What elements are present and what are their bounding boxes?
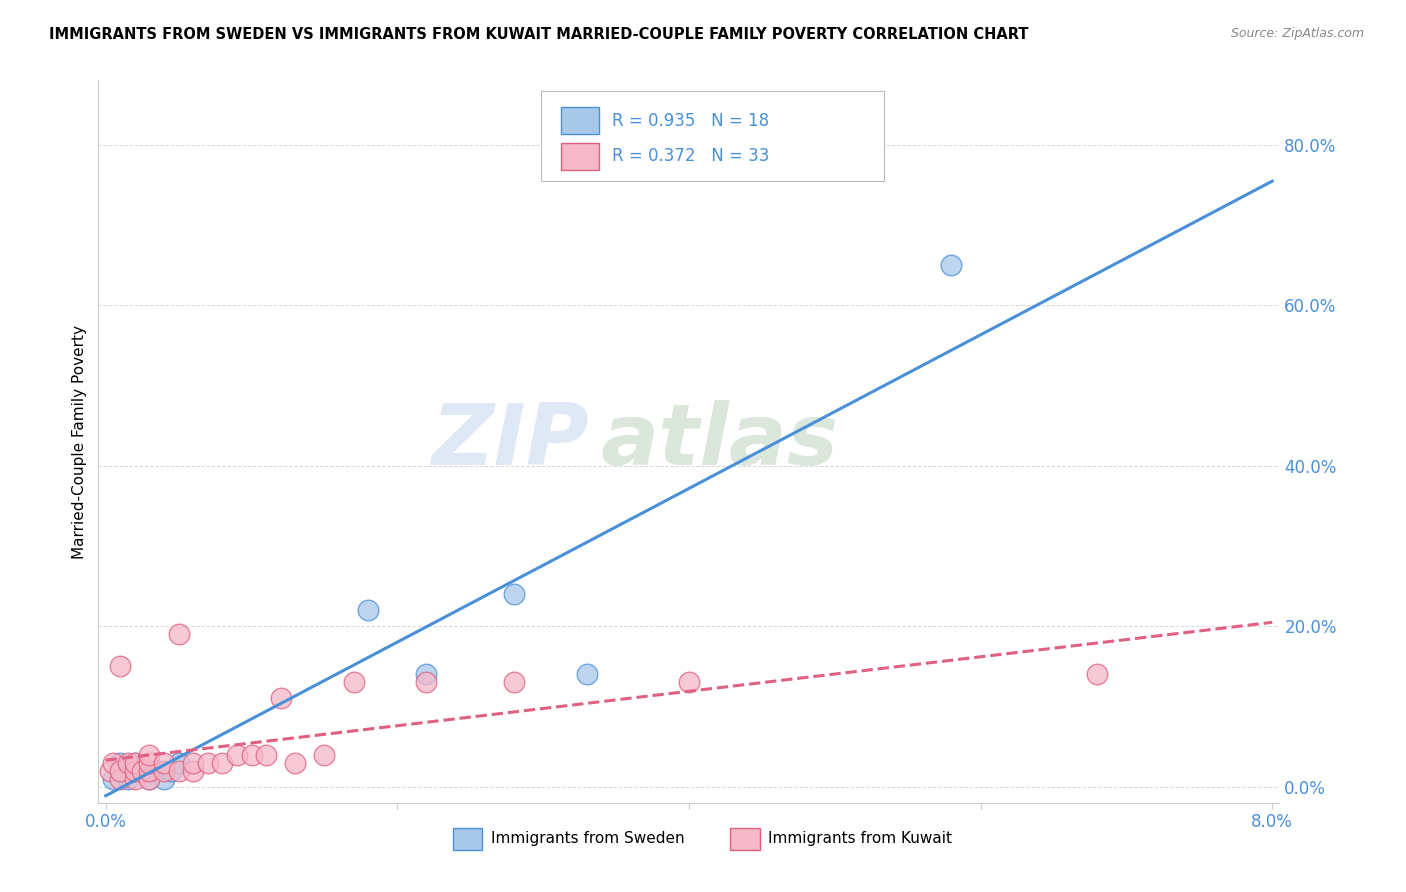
Point (101, 772, 124, 786)
Point (110, 756, 132, 770)
Point (503, 675, 526, 690)
Point (167, 627, 190, 641)
Bar (453, 828, 482, 850)
Text: IMMIGRANTS FROM SWEDEN VS IMMIGRANTS FROM KUWAIT MARRIED-COUPLE FAMILY POVERTY C: IMMIGRANTS FROM SWEDEN VS IMMIGRANTS FRO… (49, 27, 1029, 42)
Point (678, 675, 700, 690)
Point (503, 587, 526, 601)
Point (181, 756, 204, 770)
Text: R = 0.935   N = 18: R = 0.935 N = 18 (612, 112, 769, 129)
Point (138, 764, 160, 778)
Point (110, 764, 132, 778)
Point (1085, 667, 1108, 681)
Text: ZIP: ZIP (430, 400, 589, 483)
Point (138, 756, 160, 770)
FancyBboxPatch shape (541, 91, 884, 181)
Point (167, 756, 190, 770)
Point (110, 764, 132, 778)
Point (117, 772, 139, 786)
Point (101, 756, 124, 770)
Point (124, 764, 146, 778)
Point (575, 667, 598, 681)
Point (124, 756, 146, 770)
Point (110, 659, 132, 673)
Point (226, 747, 249, 762)
Point (314, 747, 336, 762)
Point (138, 764, 160, 778)
Point (357, 603, 380, 617)
Text: Source: ZipAtlas.com: Source: ZipAtlas.com (1230, 27, 1364, 40)
Point (160, 764, 183, 778)
Point (153, 772, 176, 786)
Point (153, 756, 176, 770)
Point (124, 764, 146, 778)
Point (254, 747, 277, 762)
Point (98, 764, 121, 778)
Text: atlas: atlas (600, 400, 838, 483)
Bar (561, 143, 599, 170)
Point (110, 772, 132, 786)
Point (138, 772, 160, 786)
Point (167, 764, 190, 778)
Text: Immigrants from Sweden: Immigrants from Sweden (491, 831, 685, 847)
Point (211, 756, 233, 770)
Bar (730, 828, 759, 850)
Point (415, 675, 437, 690)
Text: R = 0.372   N = 33: R = 0.372 N = 33 (612, 147, 769, 165)
Bar (561, 107, 599, 135)
Point (131, 764, 153, 778)
Text: Immigrants from Kuwait: Immigrants from Kuwait (768, 831, 952, 847)
Point (270, 691, 292, 706)
Point (145, 764, 167, 778)
Point (131, 764, 153, 778)
Point (124, 756, 146, 770)
Point (284, 756, 307, 770)
Point (941, 258, 963, 272)
Point (197, 756, 219, 770)
Point (117, 756, 139, 770)
Point (153, 764, 176, 778)
Point (138, 772, 160, 786)
Point (181, 764, 204, 778)
Point (124, 772, 146, 786)
Point (240, 747, 263, 762)
Point (138, 747, 160, 762)
Point (342, 675, 364, 690)
Point (415, 667, 437, 681)
Y-axis label: Married-Couple Family Poverty: Married-Couple Family Poverty (72, 325, 87, 558)
